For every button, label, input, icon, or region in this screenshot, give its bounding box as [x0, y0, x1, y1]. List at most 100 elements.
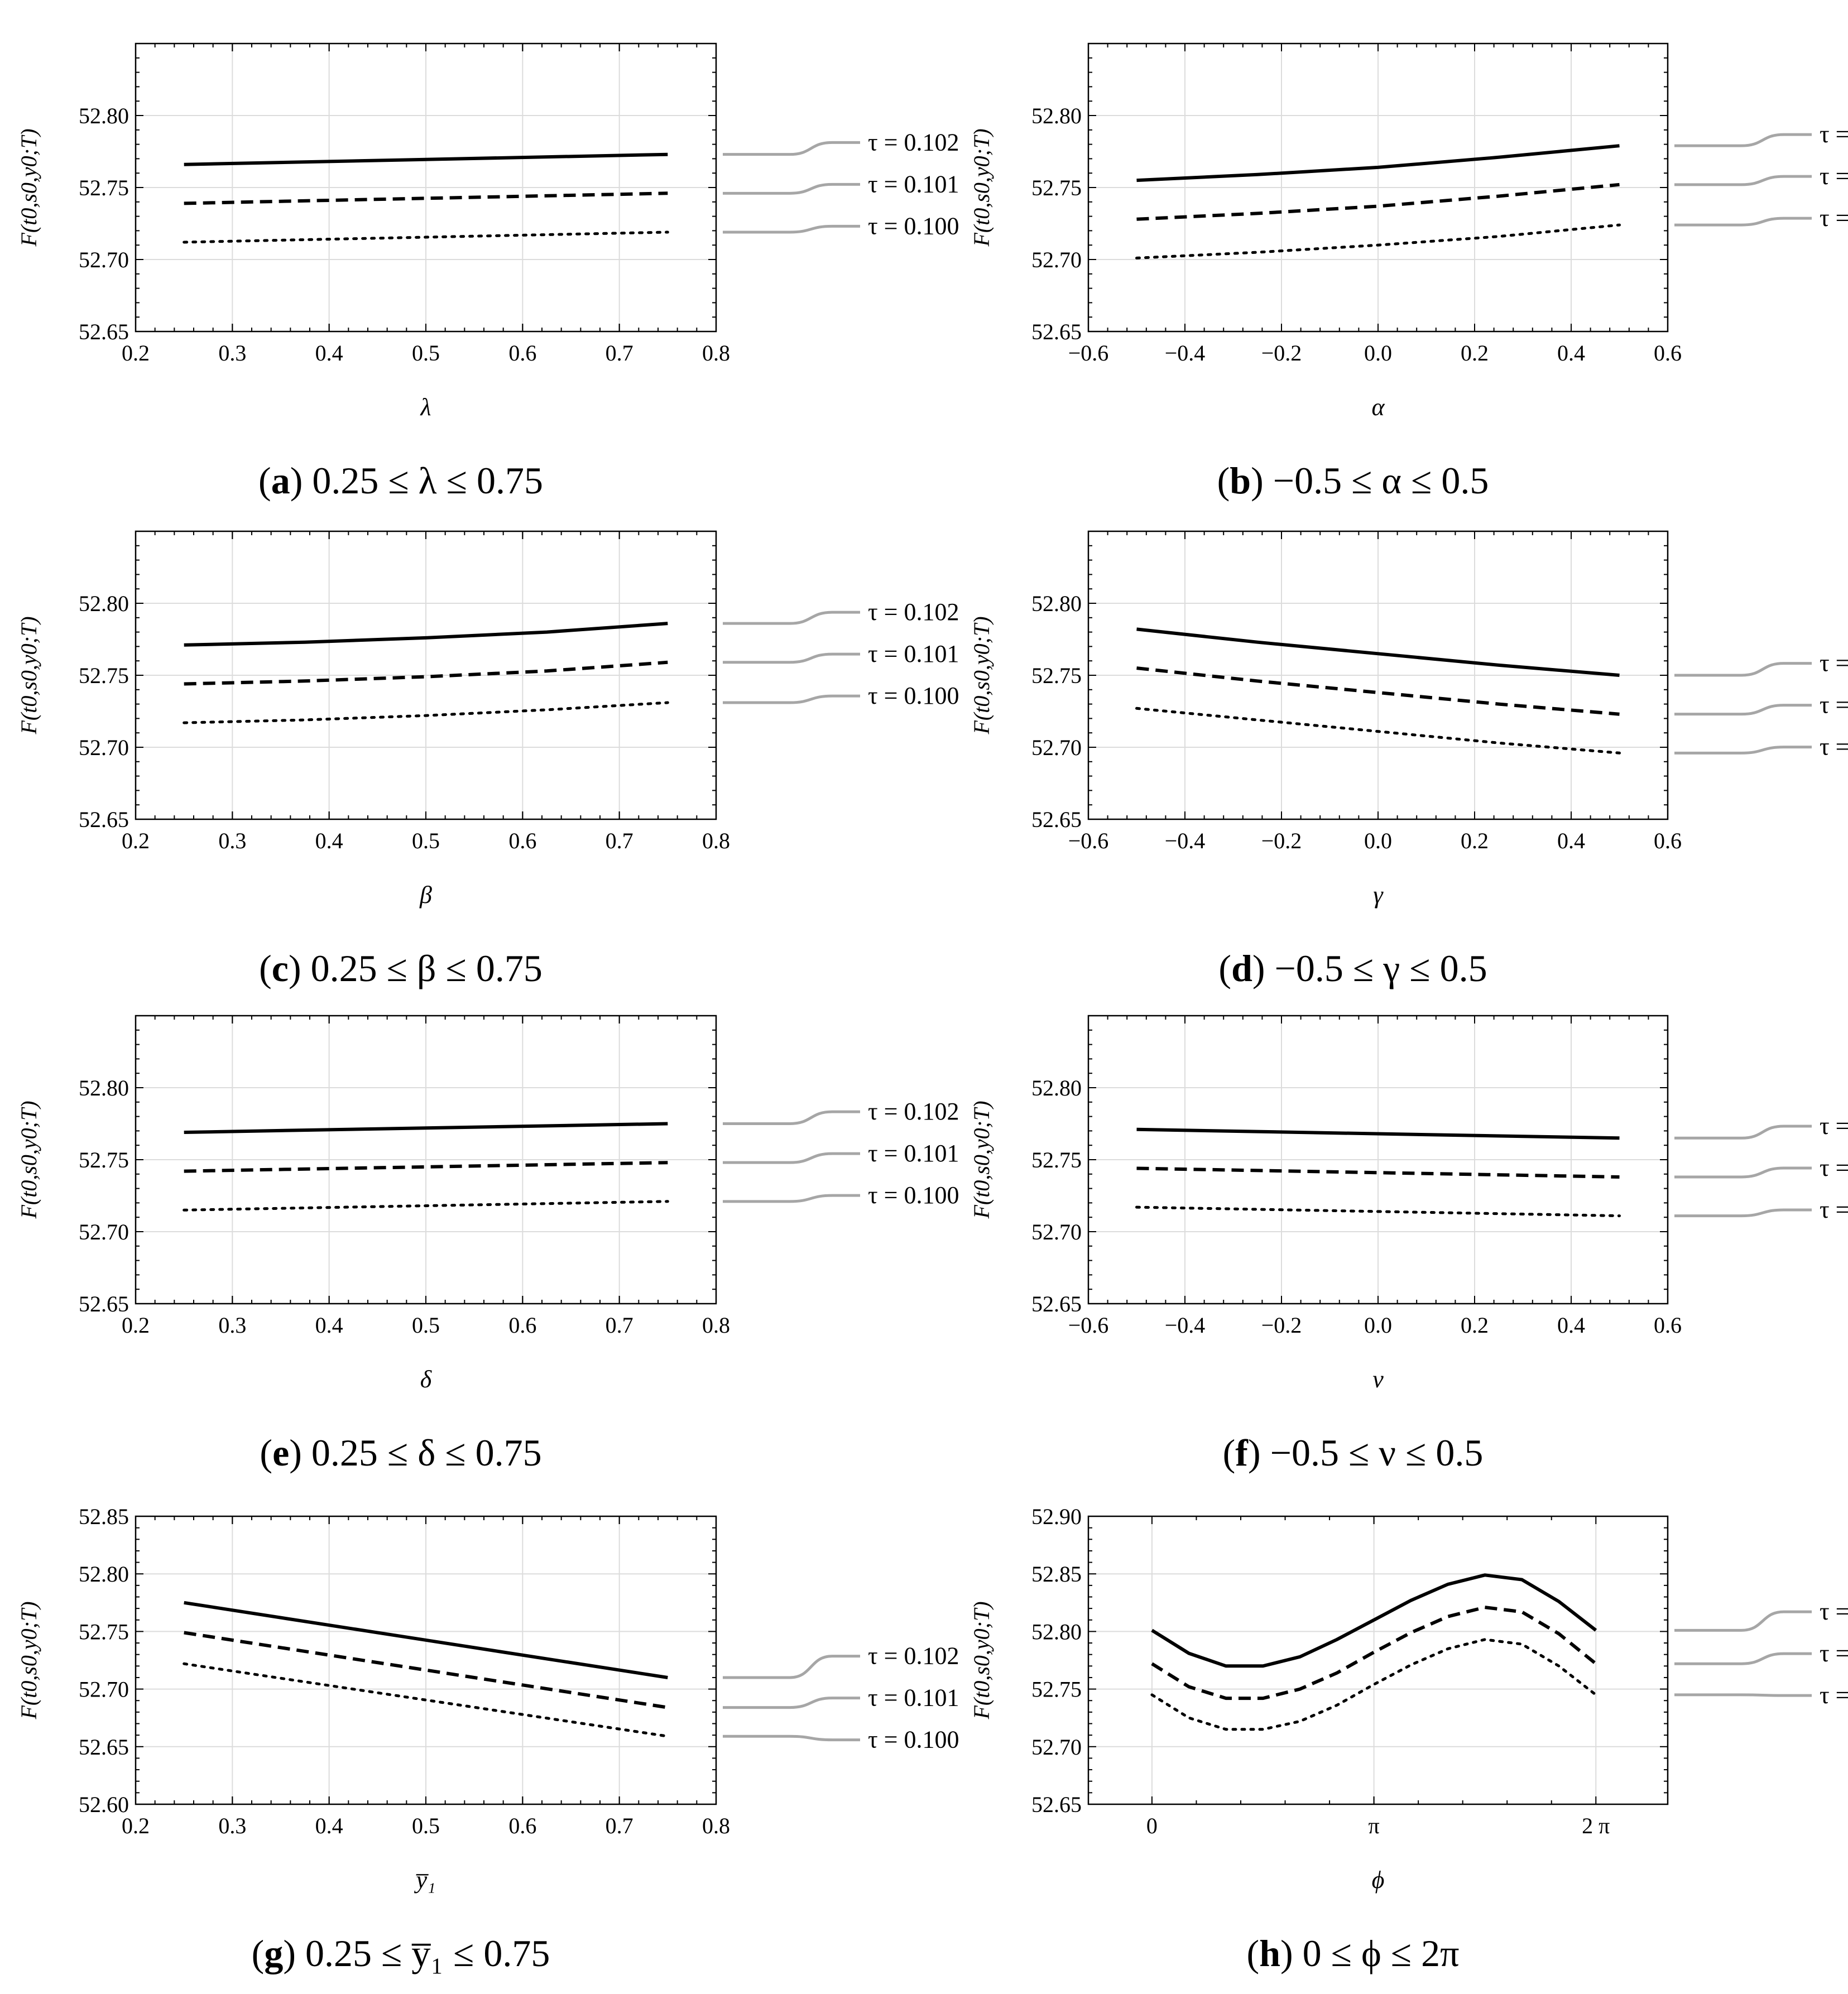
- series-line-dotted: [183, 230, 669, 244]
- x-tick-label: 2 π: [1582, 1813, 1610, 1838]
- x-tick-label: 0.5: [412, 1813, 440, 1838]
- series-label: τ = 0.100: [1820, 733, 1848, 761]
- series-label: τ = 0.100: [868, 1181, 959, 1209]
- series-line-solid: [1151, 1573, 1597, 1668]
- y-tick-label: 52.65: [1031, 1792, 1082, 1817]
- label-connector: [723, 1697, 860, 1709]
- series-label: τ = 0.102: [868, 128, 959, 156]
- y-tick-label: 52.80: [79, 1075, 129, 1101]
- series-line-dashed: [1136, 1166, 1620, 1179]
- label-connector: [1674, 175, 1812, 186]
- series-label: τ = 0.101: [868, 640, 959, 667]
- x-tick-label: 0.3: [218, 340, 246, 366]
- series-line-solid: [1136, 627, 1620, 677]
- y-axis-label: F(t0,s0,y0;T): [16, 616, 41, 734]
- x-axis-label: γ: [1373, 881, 1384, 909]
- series-label: τ = 0.101: [868, 1140, 959, 1167]
- x-tick-label: −0.4: [1165, 828, 1206, 853]
- label-connector: [723, 611, 860, 625]
- x-axis-label: λ: [419, 393, 431, 421]
- y-tick-label: 52.90: [1031, 1504, 1082, 1529]
- label-connector: [723, 1110, 860, 1125]
- series-label: τ = 0.102: [1820, 1598, 1848, 1625]
- panel-caption: (e) 0.25 ≤ δ ≤ 0.75: [260, 1431, 541, 1474]
- series-label: τ = 0.102: [868, 598, 959, 626]
- x-tick-label: 0.6: [1654, 828, 1682, 853]
- y-axis-label: F(t0,s0,y0;T): [969, 128, 994, 247]
- panel-e: 0.2 0.3 0.4 0.5 0.6 0.7 0.8 52.65 52.70 52.75 52.8…: [16, 1015, 959, 1474]
- x-tick-label: −0.6: [1068, 828, 1109, 853]
- x-tick-label: 0.6: [508, 340, 536, 366]
- x-tick-label: 0.6: [1654, 1313, 1682, 1338]
- y-tick-label: 52.80: [1031, 1619, 1082, 1644]
- label-connector: [1674, 1166, 1812, 1179]
- panel-a: 0.2 0.3 0.4 0.5 0.6 0.7 0.8 52.65 52.70 52.75 52.8…: [16, 42, 959, 502]
- x-tick-label: 0.2: [1461, 1313, 1489, 1338]
- y-tick-label: 52.80: [79, 1561, 129, 1587]
- x-tick-label: −0.6: [1068, 1313, 1109, 1338]
- label-connector: [723, 1655, 860, 1679]
- label-connector: [723, 1152, 860, 1164]
- series-label: τ = 0.101: [868, 170, 959, 198]
- panel-caption: (a) 0.25 ≤ λ ≤ 0.75: [258, 459, 543, 502]
- series-label: τ = 0.101: [868, 1684, 959, 1712]
- y-tick-label: 52.65: [1031, 1291, 1082, 1316]
- x-tick-label: 0.4: [315, 828, 343, 853]
- y-tick-label: 52.80: [1031, 103, 1082, 128]
- panel-caption: (h) 0 ≤ ϕ ≤ 2π: [1247, 1932, 1460, 1974]
- series-label: τ = 0.102: [1820, 121, 1848, 148]
- x-tick-label: 0.7: [606, 1313, 633, 1338]
- panel-d: −0.6 −0.4 −0.2 0.0 0.2 0.4 0.6 52.65 52.70 52.75 5…: [969, 530, 1848, 989]
- x-axis-label: ν: [1372, 1366, 1384, 1393]
- x-tick-label: 0.2: [122, 828, 150, 853]
- y-tick-label: 52.70: [1031, 247, 1082, 272]
- series-line-dotted: [183, 1662, 669, 1738]
- x-tick-label: 0.4: [315, 1813, 343, 1838]
- y-tick-label: 52.70: [79, 1677, 129, 1702]
- x-tick-label: −0.2: [1261, 340, 1302, 366]
- series-label: τ = 0.100: [868, 682, 959, 709]
- x-axis-label: β: [419, 881, 432, 909]
- y-axis-label: F(t0,s0,y0;T): [16, 1101, 41, 1219]
- x-tick-label: 0.2: [1461, 340, 1489, 366]
- series-line-dashed: [184, 660, 668, 686]
- series-line-dotted: [1150, 1638, 1597, 1731]
- x-tick-label: 0.3: [218, 1313, 246, 1338]
- y-tick-label: 52.80: [79, 103, 129, 128]
- label-connector: [723, 224, 860, 234]
- panel-caption: (f) −0.5 ≤ ν ≤ 0.5: [1223, 1431, 1484, 1474]
- x-tick-label: 0.8: [702, 1813, 730, 1838]
- y-tick-label: 52.70: [79, 247, 129, 272]
- panel-caption: (b) −0.5 ≤ α ≤ 0.5: [1217, 459, 1489, 502]
- y-tick-label: 52.70: [1031, 1734, 1082, 1760]
- x-tick-label: 0.2: [122, 340, 150, 366]
- y-axis-label: F(t0,s0,y0;T): [16, 128, 41, 247]
- label-connector: [1674, 662, 1812, 677]
- series-line-dashed: [1151, 1606, 1597, 1700]
- series-line-solid: [184, 622, 668, 647]
- x-tick-label: 0.2: [122, 1313, 150, 1338]
- y-tick-label: 52.75: [1031, 663, 1082, 688]
- x-tick-label: 0.5: [412, 828, 440, 853]
- series-label: τ = 0.102: [868, 1642, 959, 1670]
- x-tick-label: 0.5: [412, 340, 440, 366]
- series-label: τ = 0.101: [1820, 1154, 1848, 1181]
- panel-caption: (g) 0.25 ≤ y̅₁ ≤ 0.75: [252, 1932, 550, 1974]
- y-tick-label: 52.85: [79, 1504, 129, 1529]
- y-tick-label: 52.75: [79, 175, 129, 200]
- y-axis-label: F(t0,s0,y0;T): [969, 616, 994, 734]
- series-label: τ = 0.102: [1820, 1112, 1848, 1140]
- label-connector: [1674, 133, 1812, 147]
- y-tick-label: 52.80: [1031, 1075, 1082, 1101]
- x-tick-label: π: [1369, 1813, 1380, 1838]
- x-axis-label: ϕ: [1372, 1866, 1385, 1894]
- panel-f: −0.6 −0.4 −0.2 0.0 0.2 0.4 0.6 52.65 52.70 52.75 5…: [969, 1015, 1848, 1474]
- series-line-solid: [1136, 144, 1620, 182]
- series-line-solid: [184, 1122, 668, 1134]
- series-label: τ = 0.100: [868, 212, 959, 239]
- x-tick-label: 0.0: [1364, 1313, 1392, 1338]
- series-label: τ = 0.100: [1820, 1196, 1848, 1223]
- x-tick-label: 0.6: [508, 1313, 536, 1338]
- x-tick-label: −0.4: [1165, 1313, 1206, 1338]
